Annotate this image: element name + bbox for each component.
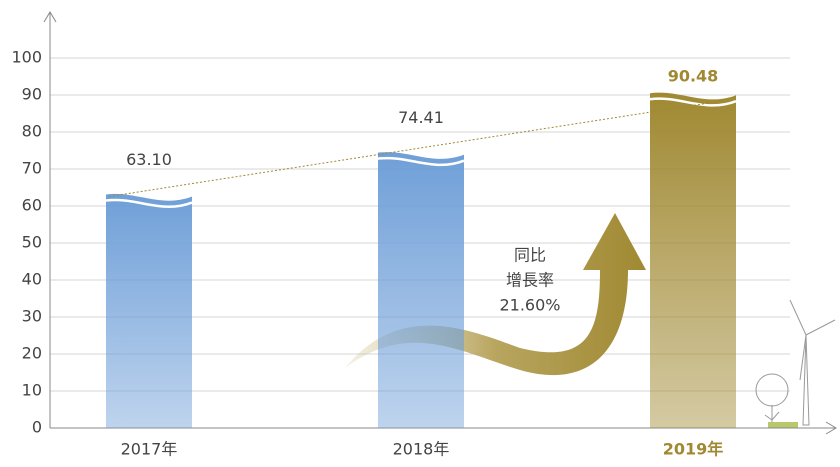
y-tick-label: 90 — [22, 85, 42, 104]
value-label: 90.48 — [668, 67, 719, 86]
bar — [650, 93, 736, 428]
y-tick-label: 60 — [22, 196, 42, 215]
annotation-line: 同比 — [514, 246, 546, 265]
y-tick-label: 80 — [22, 122, 42, 141]
y-tick-label: 10 — [22, 381, 42, 400]
decoration — [756, 300, 835, 428]
y-tick-label: 50 — [22, 233, 42, 252]
y-tick-label: 30 — [22, 307, 42, 326]
y-tick-label: 0 — [32, 418, 42, 437]
x-tick-label: 2018年 — [393, 440, 450, 459]
value-label: 63.10 — [126, 150, 172, 169]
bar — [378, 152, 464, 428]
annotation: 同比 增長率 21.60% — [499, 246, 560, 315]
y-tick-label: 20 — [22, 344, 42, 363]
x-tick-label: 2017年 — [121, 440, 178, 459]
value-label: 74.41 — [398, 108, 444, 127]
y-tick-label: 70 — [22, 159, 42, 178]
annotation-line: 增長率 — [506, 271, 554, 290]
annotation-line: 21.60% — [499, 296, 560, 315]
y-tick-label: 40 — [22, 270, 42, 289]
y-tick-label: 100 — [11, 48, 42, 67]
chart: 同比 增長率 21.60% 0 10 20 30 40 50 60 70 80 90 100 2017… — [0, 0, 840, 467]
x-tick-label: 2019年 — [663, 440, 724, 459]
bar — [106, 194, 192, 428]
y-axis — [44, 12, 56, 428]
